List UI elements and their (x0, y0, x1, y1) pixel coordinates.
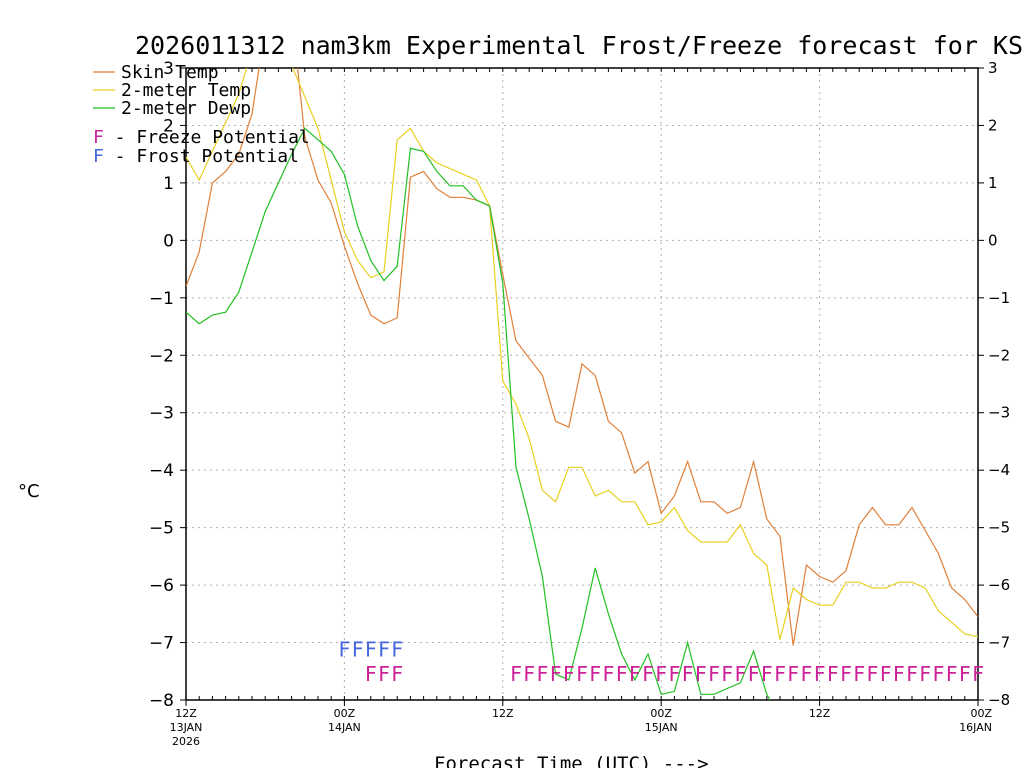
freeze-potential-marker: F (814, 662, 826, 686)
freeze-potential-marker: F (682, 662, 694, 686)
freeze-potential-marker: F (365, 662, 377, 686)
x-tick-date: 16JAN (959, 721, 992, 734)
freeze-potential-marker: F (774, 662, 786, 686)
y-tick-label-right: −7 (988, 634, 1010, 652)
y-tick-label: 3 (163, 59, 174, 79)
freeze-potential-marker: F (721, 662, 733, 686)
series-group (186, 68, 978, 700)
freeze-potential-marker: F (972, 662, 984, 686)
chart-title: 2026011312 nam3km Experimental Frost/Fre… (135, 31, 1024, 60)
legend-label: 2-meter Dewp (121, 98, 251, 119)
y-tick-label: −6 (149, 576, 174, 596)
freeze-potential-marker: F (576, 662, 588, 686)
y-tick-label: −8 (149, 691, 174, 711)
freeze-potential-marker: F (734, 662, 746, 686)
freeze-potential-marker: F (866, 662, 878, 686)
x-tick-label: 00Z (970, 707, 992, 720)
freeze-potential-marker: F (919, 662, 931, 686)
x-tick-date: 14JAN (328, 721, 361, 734)
series-line-2-meter-dewp (186, 127, 771, 700)
freeze-potential-marker: F (602, 662, 614, 686)
x-tick-label: 12Z (175, 707, 197, 720)
x-tick-date: 13JAN (170, 721, 203, 734)
y-tick-label-right: 1 (988, 174, 998, 192)
freeze-potential-marker: F (550, 662, 562, 686)
freeze-potential-marker: F (853, 662, 865, 686)
legend-potential-entry: F - Frost Potential (93, 146, 299, 167)
x-tick-label: 12Z (492, 707, 514, 720)
y-tick-label: −7 (149, 634, 174, 654)
y-tick-label-right: 3 (988, 59, 998, 77)
freeze-potential-marker: F (563, 662, 575, 686)
freeze-potential-marker: F (787, 662, 799, 686)
freeze-potential-marker: F (695, 662, 707, 686)
freeze-potential-marker: F (827, 662, 839, 686)
plot-frame (185, 67, 979, 701)
y-tick-label: −3 (149, 404, 174, 424)
freeze-potential-marker: F (642, 662, 654, 686)
freeze-potential-marker: F (708, 662, 720, 686)
freeze-potential-marker: F (589, 662, 601, 686)
y-tick-label-right: −5 (988, 519, 1010, 537)
x-tick-label: 00Z (650, 707, 672, 720)
freeze-potential-marker: F (510, 662, 522, 686)
freeze-potential-marker: F (893, 662, 905, 686)
series-line-skin-temp (186, 68, 978, 646)
freeze-potential-marker: F (840, 662, 852, 686)
freeze-potential-marker: F (668, 662, 680, 686)
legend-label: 2-meter Temp (121, 80, 251, 101)
x-tick-label: 12Z (809, 707, 831, 720)
freeze-potential-marker: F (391, 662, 403, 686)
freeze-potential-marker: F (378, 662, 390, 686)
y-tick-label-right: 0 (988, 231, 998, 249)
freeze-potential-marker: F (748, 662, 760, 686)
freeze-potential-marker: F (880, 662, 892, 686)
y-tick-label: −4 (149, 461, 174, 481)
x-tick-label: 00Z (334, 707, 356, 720)
frost-potential-marker: F (352, 637, 364, 661)
freeze-potential-marker: F (536, 662, 548, 686)
freeze-potential-marker: F (959, 662, 971, 686)
frost-potential-marker: F (338, 637, 350, 661)
freeze-potential-marker: F (655, 662, 667, 686)
frost-potential-marker: F (365, 637, 377, 661)
y-tick-label: −5 (149, 519, 174, 539)
freeze-potential-marker: F (946, 662, 958, 686)
y-tick-label-right: −4 (988, 461, 1010, 479)
freeze-potential-marker: F (761, 662, 773, 686)
y-tick-label: 0 (163, 231, 174, 251)
y-tick-label: −1 (149, 289, 174, 309)
y-tick-label-right: −1 (988, 289, 1010, 307)
potential-markers: F F F F FF F F F F F F F F F F F F F F F F F F F F F F F F F F F F F F F F F F… (338, 637, 984, 686)
freeze-potential-marker: F (906, 662, 918, 686)
y-tick-label: 2 (163, 116, 174, 136)
y-tick-label-right: −6 (988, 576, 1010, 594)
y-tick-label: −2 (149, 346, 174, 366)
legend-potential-entry: F - Freeze Potential (93, 127, 310, 148)
freeze-potential-marker: F (616, 662, 628, 686)
x-tick-date: 15JAN (645, 721, 678, 734)
frost-potential-marker: F (378, 637, 390, 661)
y-tick-label: 1 (163, 174, 174, 194)
y-tick-label-right: 2 (988, 116, 998, 134)
frost-potential-marker: F (391, 637, 403, 661)
y-tick-label-right: −2 (988, 346, 1010, 364)
y-tick-label-right: −8 (988, 691, 1010, 709)
y-axis-label: °C (18, 481, 40, 502)
y-axis: −8 −8 −7 −7 −6 −6 −5 −5 −4 −4 −3 −3 −2 −2 −1 −1 0 0 1 1 2 2 3 3 (149, 59, 1010, 711)
x-axis-label: Forecast Time (UTC) ---> (434, 753, 709, 768)
freeze-potential-marker: F (800, 662, 812, 686)
grid (186, 68, 978, 700)
y-tick-label-right: −3 (988, 404, 1010, 422)
legend-label: Skin Temp (121, 62, 219, 83)
freeze-potential-marker: F (932, 662, 944, 686)
freeze-potential-marker: F (523, 662, 535, 686)
freeze-potential-marker: F (629, 662, 641, 686)
series-line-2-meter-temp (186, 68, 978, 640)
x-tick-year: 2026 (172, 735, 200, 748)
